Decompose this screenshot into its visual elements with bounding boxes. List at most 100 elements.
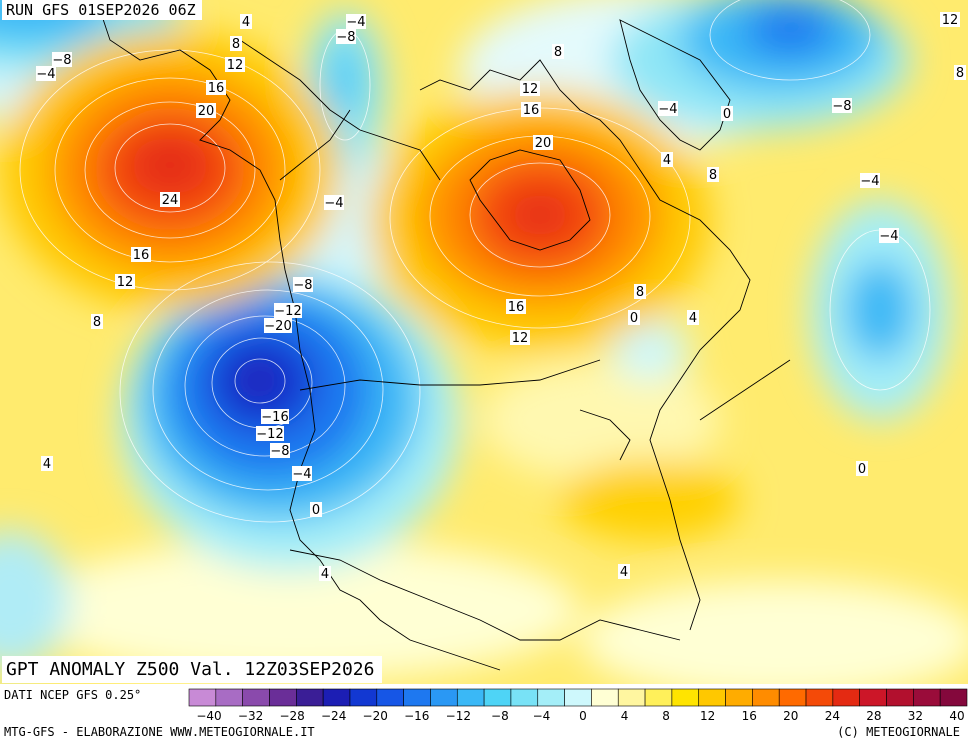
color-swatch: [456, 688, 485, 707]
contour-label: 20: [198, 104, 215, 119]
contour-label-box: [552, 44, 564, 59]
color-swatch: [403, 688, 431, 707]
scale-tick-label: 0: [579, 709, 587, 723]
contour-label: −8: [832, 99, 851, 114]
contour-label: −4: [324, 196, 343, 211]
contour-label-box: [230, 36, 242, 51]
contour-label-box: [856, 461, 868, 476]
color-swatch: [269, 688, 297, 707]
contour-label: 16: [508, 300, 525, 315]
contour-label: −20: [264, 319, 291, 334]
scale-tick-label: −12: [446, 709, 471, 723]
contour-label-box: [261, 409, 289, 424]
contour-label-box: [91, 314, 103, 329]
color-swatches: [188, 688, 968, 707]
contour-label-box: [196, 103, 216, 118]
color-swatch: [939, 688, 968, 707]
contour-label-box: [521, 102, 541, 117]
contour-label: 4: [242, 15, 250, 30]
contour-label-box: [274, 303, 302, 318]
color-swatch: [591, 688, 619, 707]
color-swatch: [778, 688, 807, 707]
contour-label: 8: [956, 66, 964, 81]
contour-label-box: [634, 284, 646, 299]
color-swatch: [242, 688, 270, 707]
contour-label-box: [115, 274, 135, 289]
scale-tick-label: 40: [949, 709, 964, 723]
scale-tick-label: −16: [404, 709, 429, 723]
contour-label-box: [506, 299, 526, 314]
scale-tick-label: −4: [533, 709, 551, 723]
contour-label-box: [687, 310, 699, 325]
contour-label: 16: [208, 81, 225, 96]
contour-label-box: [225, 57, 245, 72]
contour-label-box: [41, 456, 53, 471]
contour-label-box: [319, 566, 331, 581]
contour-label: 20: [535, 136, 552, 151]
contour-label: −12: [256, 427, 283, 442]
contour-label-box: [510, 330, 530, 345]
color-swatch: [671, 688, 700, 707]
contour-label-box: [270, 443, 290, 458]
scale-tick-label: −32: [238, 709, 263, 723]
scale-ticks: −40 −32 −28 −24 −20 −16 −12 −8 −4 0 4 8 12 16 20 24 28 32…: [196, 709, 964, 723]
contour-label: 8: [93, 315, 101, 330]
contour-label-box: [346, 14, 366, 29]
color-swatch: [322, 688, 351, 707]
contour-label: 12: [522, 82, 539, 97]
contour-label: 12: [512, 331, 529, 346]
scale-tick-label: 32: [908, 709, 923, 723]
color-swatch: [564, 688, 592, 707]
contour-label-box: [533, 135, 553, 150]
contour-label: −8: [270, 444, 289, 459]
contour-label-box: [36, 66, 56, 81]
color-swatch: [188, 688, 217, 707]
color-swatch: [215, 688, 243, 707]
color-swatch: [510, 688, 539, 707]
color-swatch: [483, 688, 512, 707]
contour-label: 8: [709, 168, 717, 183]
color-swatch: [296, 688, 324, 707]
contour-label-box: [160, 192, 180, 207]
contour-label-box: [293, 277, 313, 292]
color-swatch: [430, 688, 458, 707]
contour-label: −4: [879, 229, 898, 244]
contour-label-box: [240, 14, 252, 29]
contour-label-box: [256, 426, 284, 441]
data-source-label: DATI NCEP GFS 0.25°: [4, 688, 142, 702]
color-swatch: [644, 688, 673, 707]
contour-label: 16: [133, 248, 150, 263]
contour-label: 4: [321, 567, 329, 582]
contour-label: 0: [858, 462, 866, 477]
contour-label: 12: [942, 13, 959, 28]
scale-tick-label: −24: [321, 709, 346, 723]
contour-label-box: [628, 310, 640, 325]
scale-tick-label: 24: [825, 709, 840, 723]
color-scale-legend: −40 −32 −28 −24 −20 −16 −12 −8 −4 0 4 8 12 16 20 24 28 32…: [188, 688, 968, 723]
contour-label-box: [131, 247, 151, 262]
contour-label: −4: [658, 102, 677, 117]
contour-label: −4: [860, 174, 879, 189]
color-swatch: [752, 688, 780, 707]
color-swatch: [376, 688, 404, 707]
contour-label: 16: [523, 103, 540, 118]
scale-tick-label: 20: [783, 709, 798, 723]
color-swatch: [537, 688, 565, 707]
contour-label: −8: [336, 30, 355, 45]
contour-label-box: [520, 81, 540, 96]
contour-label-box: [264, 318, 292, 333]
anomaly-fields: [0, 0, 968, 684]
color-swatch: [725, 688, 753, 707]
contour-label-box: [860, 173, 880, 188]
credit-right: (C) METEOGIORNALE: [837, 725, 960, 739]
contour-label: 4: [43, 457, 51, 472]
scale-tick-label: 4: [621, 709, 629, 723]
contour-label-box: [721, 106, 733, 121]
contour-label: 0: [312, 503, 320, 518]
scale-tick-label: 12: [700, 709, 715, 723]
color-swatch: [886, 688, 914, 707]
contour-label: 24: [162, 193, 179, 208]
contour-label: −12: [274, 304, 301, 319]
contour-label-box: [658, 101, 678, 116]
